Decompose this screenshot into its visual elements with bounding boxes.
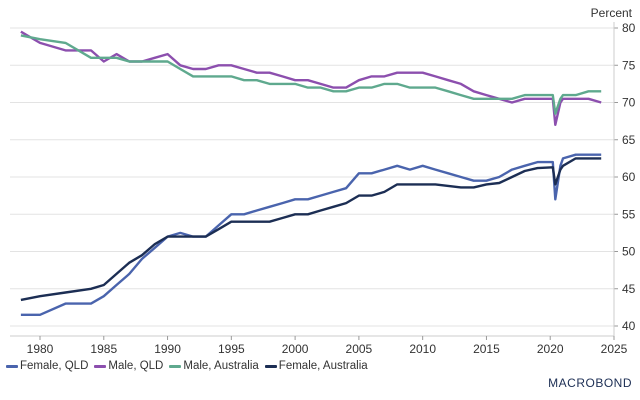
x-tick-label: 2010: [409, 342, 436, 356]
y-tick-label: 60: [622, 170, 636, 184]
x-tick-label: 2020: [537, 342, 564, 356]
legend-label: Male, QLD: [108, 360, 164, 372]
y-tick-label: 75: [622, 58, 636, 72]
x-tick-label: 1995: [218, 342, 245, 356]
series-line-female-qld: [20, 153, 602, 316]
y-tick-label: 50: [622, 245, 636, 259]
legend-swatch: [264, 364, 277, 368]
series-line-female-australia: [20, 157, 602, 302]
x-tick-label: 2000: [282, 342, 309, 356]
y-tick-label: 40: [622, 319, 636, 333]
legend-item-male-qld: Male, QLD: [94, 360, 163, 372]
y-tick-label: 65: [622, 133, 636, 147]
legend-swatch: [169, 364, 182, 368]
legend: Female, QLD Male, QLD Male, Australia Fe…: [6, 360, 368, 372]
legend-label: Female, QLD: [20, 360, 89, 372]
series-line-male-australia: [20, 34, 602, 115]
x-tick-label: 1985: [90, 342, 117, 356]
legend-swatch: [6, 364, 18, 368]
x-tick-label: 2025: [601, 342, 628, 356]
y-tick-label: 80: [622, 21, 636, 35]
legend-label: Female, Australia: [278, 360, 368, 372]
y-tick-label: 70: [622, 96, 636, 110]
y-tick-label: 55: [622, 207, 636, 221]
x-tick-label: 1990: [154, 342, 181, 356]
y-axis-unit-label: Percent: [590, 6, 632, 20]
x-tick-label: 2015: [473, 342, 500, 356]
y-tick-label: 45: [622, 282, 636, 296]
legend-item-male-australia: Male, Australia: [169, 360, 259, 372]
x-tick-label: 2005: [346, 342, 373, 356]
legend-swatch: [94, 364, 107, 368]
x-tick-label: 1980: [27, 342, 54, 356]
legend-item-female-qld: Female, QLD: [6, 360, 88, 372]
legend-item-female-australia: Female, Australia: [264, 360, 368, 372]
macrobond-logo: MACROBOND: [548, 376, 632, 390]
series-line-male-qld: [20, 30, 602, 126]
legend-label: Male, Australia: [183, 360, 259, 372]
